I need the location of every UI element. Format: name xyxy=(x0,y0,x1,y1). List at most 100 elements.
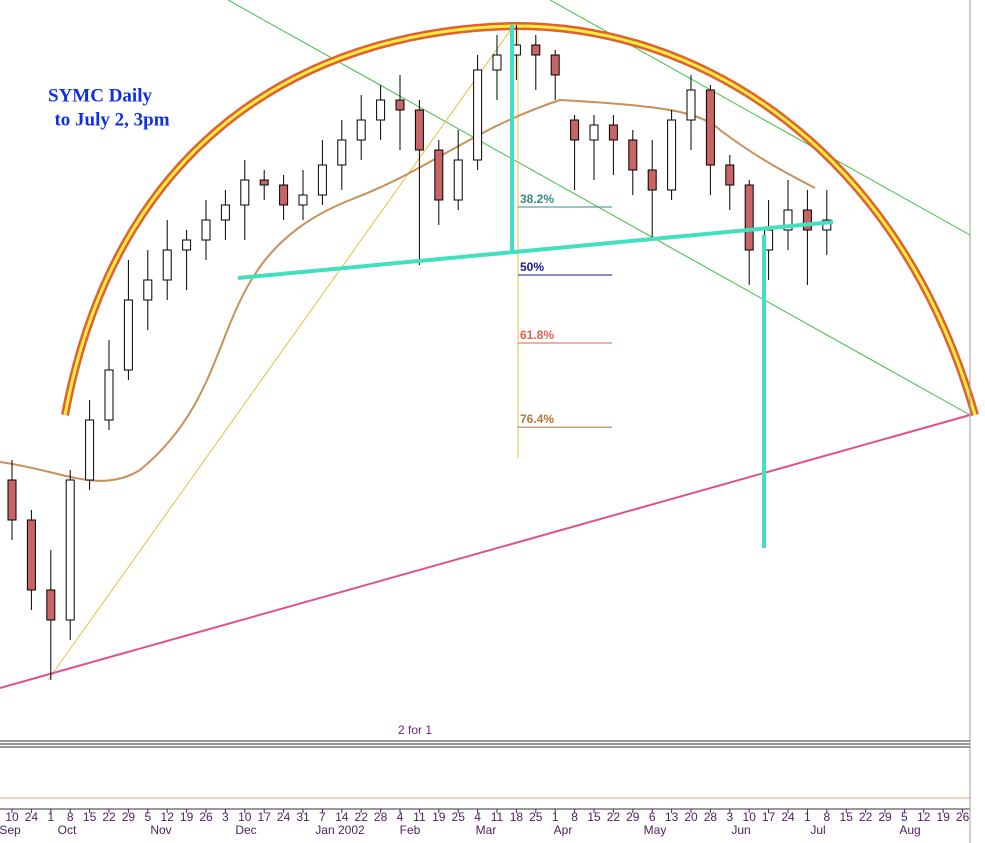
month-label: Dec xyxy=(235,823,256,837)
candle-body xyxy=(240,179,250,206)
x-tick-label: 29 xyxy=(878,810,892,824)
candle-body xyxy=(26,519,36,591)
candle-body xyxy=(628,139,638,171)
month-label: Jun xyxy=(731,823,750,837)
x-tick-label: 22 xyxy=(355,810,369,824)
x-axis-labels: 10 24 1 8 15 22 29 5 12 19 26 3 10 17 24 31 7 14 22 28 4 11 19… xyxy=(0,809,970,837)
x-tick-label: 19 xyxy=(937,810,951,824)
x-tick-label: 8 xyxy=(823,810,830,824)
candle-body xyxy=(473,69,483,161)
month-label: May xyxy=(644,823,667,837)
x-tick-label: 1 xyxy=(552,810,559,824)
candle-body xyxy=(298,194,308,206)
x-tick-label: 17 xyxy=(762,810,776,824)
candle-body xyxy=(279,184,289,206)
x-tick-label: 13 xyxy=(665,810,679,824)
x-tick-label: 20 xyxy=(684,810,698,824)
x-tick-label: 26 xyxy=(199,810,213,824)
x-tick-label: 15 xyxy=(83,810,97,824)
fib-label: 76.4% xyxy=(520,412,554,426)
x-tick-label: 5 xyxy=(144,810,151,824)
candle-body xyxy=(686,89,696,121)
x-tick-label: 31 xyxy=(296,810,310,824)
candle-body xyxy=(589,124,599,141)
x-tick-label: 19 xyxy=(432,810,446,824)
x-tick-label: 11 xyxy=(413,810,426,824)
x-tick-label: 22 xyxy=(859,810,873,824)
candle-body xyxy=(453,159,463,201)
x-tick-label: 6 xyxy=(649,810,656,824)
month-label: Jan 2002 xyxy=(315,823,365,837)
month-label: Nov xyxy=(150,823,171,837)
candle-body xyxy=(104,369,114,421)
candle-body xyxy=(434,149,444,201)
x-tick-label: 19 xyxy=(180,810,194,824)
candle-body xyxy=(7,479,17,521)
x-tick-label: 29 xyxy=(626,810,640,824)
candle-body xyxy=(356,119,366,141)
x-tick-label: 25 xyxy=(529,810,543,824)
x-tick-label: 18 xyxy=(510,810,524,824)
x-tick-label: 25 xyxy=(452,810,466,824)
fib-label: 61.8% xyxy=(520,328,554,342)
x-tick-label: 11 xyxy=(491,810,504,824)
candle-body xyxy=(725,164,735,186)
trend-line xyxy=(47,27,513,681)
support-line xyxy=(0,414,971,689)
candle-body xyxy=(667,119,677,191)
candle-body xyxy=(647,169,657,191)
x-tick-label: 4 xyxy=(397,810,404,824)
candle-body xyxy=(395,99,405,111)
candle-body xyxy=(317,164,327,196)
x-tick-label: 29 xyxy=(122,810,136,824)
x-tick-label: 10 xyxy=(743,810,757,824)
x-tick-label: 1 xyxy=(47,810,54,824)
candle-body xyxy=(65,479,75,621)
x-tick-label: 3 xyxy=(726,810,733,824)
month-label: Aug xyxy=(899,823,920,837)
x-tick-label: 17 xyxy=(258,810,272,824)
x-tick-label: 1 xyxy=(804,810,811,824)
x-tick-label: 15 xyxy=(840,810,854,824)
x-tick-label: 4 xyxy=(474,810,481,824)
candle-body xyxy=(143,279,153,301)
candle-body xyxy=(220,204,230,221)
x-tick-label: 5 xyxy=(901,810,908,824)
x-tick-label: 12 xyxy=(917,810,931,824)
month-label: Apr xyxy=(554,823,573,837)
candle-body xyxy=(123,299,133,371)
candle-body xyxy=(705,89,715,166)
candle-body xyxy=(492,54,502,71)
candle-body xyxy=(182,239,192,251)
candle-body xyxy=(85,419,95,481)
x-tick-label: 8 xyxy=(67,810,74,824)
candle-body xyxy=(783,209,793,231)
x-tick-label: 28 xyxy=(704,810,718,824)
month-label: Mar xyxy=(476,823,497,837)
x-tick-label: 12 xyxy=(161,810,175,824)
x-tick-label: 15 xyxy=(587,810,601,824)
fib-label: 38.2% xyxy=(520,192,554,206)
x-tick-label: 3 xyxy=(222,810,229,824)
candles xyxy=(7,25,832,680)
candle-body xyxy=(414,109,424,151)
candle-body xyxy=(802,209,812,231)
x-tick-label: 10 xyxy=(238,810,252,824)
moving-average xyxy=(0,98,816,482)
candle-body xyxy=(822,219,832,231)
neckline xyxy=(237,220,834,280)
annotation: 2 for 1 xyxy=(398,723,432,737)
candle-body xyxy=(337,139,347,166)
month-label: Feb xyxy=(400,823,421,837)
candle-body xyxy=(376,99,386,121)
x-tick-label: 10 xyxy=(5,810,19,824)
month-label: Sep xyxy=(0,823,21,837)
x-tick-label: 24 xyxy=(25,810,39,824)
candle-body xyxy=(744,184,754,251)
title: SYMC Daily xyxy=(48,85,152,106)
x-tick-label: 26 xyxy=(956,810,970,824)
month-label: Oct xyxy=(58,823,77,837)
x-tick-label: 22 xyxy=(607,810,621,824)
